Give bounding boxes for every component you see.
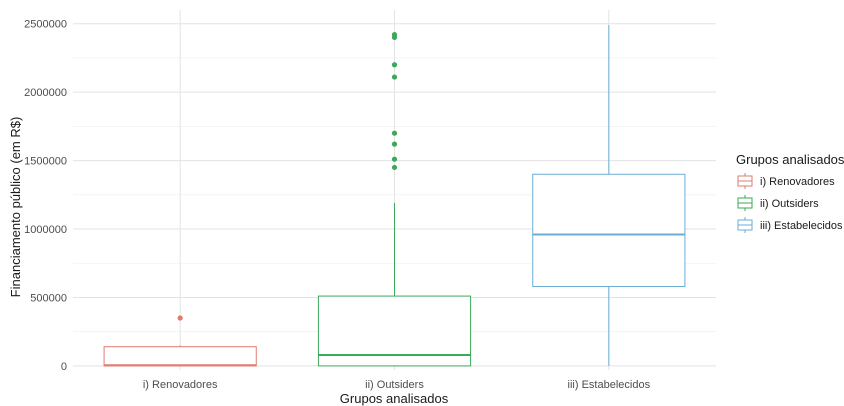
y-tick-label: 1500000 (24, 156, 67, 168)
y-tick-label: 1000000 (24, 224, 67, 236)
x-tick-label: iii) Estabelecidos (568, 379, 651, 391)
x-axis-ticks: i) Renovadores ii) Outsiders iii) Estabele… (143, 379, 651, 391)
box-group (532, 25, 686, 366)
outlier-point (391, 32, 398, 38)
outlier-point (391, 62, 398, 68)
x-tick-label: i) Renovadores (143, 379, 218, 391)
legend-key (737, 173, 753, 189)
box-group (103, 315, 257, 367)
outlier-point (391, 156, 398, 162)
legend-item: iii) Estabelecidos (737, 217, 843, 233)
legend-item: i) Renovadores (737, 173, 835, 189)
box-group (317, 32, 472, 367)
legend-items: i) Renovadores ii) Outsiders iii) Estabele… (737, 173, 843, 233)
y-axis-title: Financiamento público (em R$) (8, 117, 23, 298)
y-tick-label: 500000 (30, 292, 67, 304)
box (103, 346, 257, 367)
outlier-point (391, 74, 398, 80)
x-axis-title: Grupos analisados (340, 391, 449, 406)
outlier-point (391, 164, 398, 171)
y-axis-ticks: 0 500000 1000000 1500000 2000000 2500000 (24, 19, 67, 373)
legend-label: iii) Estabelecidos (760, 220, 843, 232)
y-tick-label: 2000000 (24, 87, 67, 99)
y-tick-label: 2500000 (24, 19, 67, 31)
outlier-point (391, 130, 398, 136)
legend-key (737, 217, 753, 233)
x-tick-label: ii) Outsiders (365, 379, 424, 391)
y-tick-label: 0 (61, 361, 67, 373)
legend-title: Grupos analisados (736, 152, 844, 167)
outlier-point (177, 315, 183, 321)
legend-item: ii) Outsiders (737, 195, 819, 211)
legend: Grupos analisados i) Renovadores ii) Outs… (736, 152, 844, 233)
outlier-point (391, 141, 398, 147)
boxes (103, 25, 686, 367)
legend-label: i) Renovadores (760, 176, 835, 188)
legend-label: ii) Outsiders (760, 198, 819, 210)
legend-key (737, 195, 753, 211)
box (532, 173, 686, 288)
